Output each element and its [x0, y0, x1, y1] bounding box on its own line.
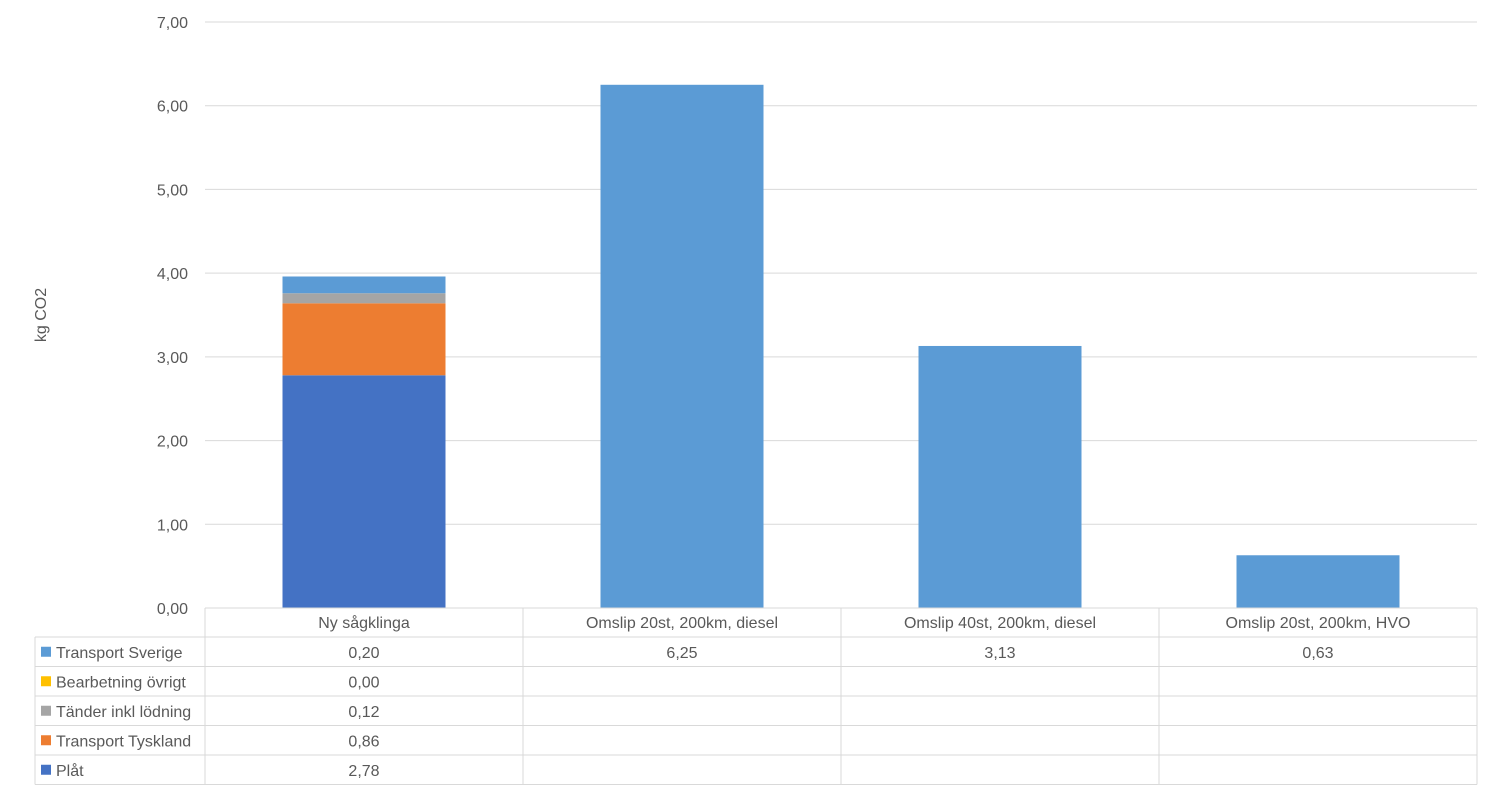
y-tick-label: 0,00 — [157, 601, 188, 618]
y-axis-title: kg CO2 — [33, 288, 50, 342]
data-label: 0,00 — [348, 674, 379, 691]
category-label: Omslip 20st, 200km, diesel — [586, 615, 778, 632]
data-label: 0,86 — [348, 733, 379, 750]
y-tick-label: 3,00 — [157, 350, 188, 367]
data-label: 6,25 — [666, 645, 697, 662]
legend-swatch — [41, 705, 51, 716]
y-tick-label: 6,00 — [157, 99, 188, 116]
bar-segment — [282, 293, 446, 304]
bar-segment — [282, 276, 446, 294]
category-label: Omslip 20st, 200km, HVO — [1226, 615, 1411, 632]
data-label: 3,13 — [984, 645, 1015, 662]
bars — [282, 84, 1400, 609]
bar-segment — [918, 345, 1082, 608]
data-label: 0,20 — [348, 645, 379, 662]
category-label: Ny sågklinga — [318, 614, 410, 632]
legend-swatch — [41, 764, 51, 775]
legend-label: Plåt — [56, 762, 84, 780]
legend-label: Transport Sverige — [56, 645, 183, 662]
y-tick-label: 4,00 — [157, 266, 188, 283]
legend-swatch — [41, 735, 51, 746]
legend-swatch — [41, 676, 51, 687]
data-label: 2,78 — [348, 763, 379, 780]
y-tick-label: 5,00 — [157, 182, 188, 199]
bar-segment — [600, 84, 764, 609]
bar-segment — [282, 303, 446, 376]
y-tick-labels: 0,00 1,00 2,00 3,00 4,00 5,00 6,00 7,00 — [157, 15, 188, 618]
legend-label: Transport Tyskland — [56, 733, 191, 750]
legend-label: Bearbetning övrigt — [56, 674, 186, 691]
data-table: Ny sågklinga Omslip 20st, 200km, diesel Om… — [34, 607, 1478, 785]
y-tick-label: 7,00 — [157, 15, 188, 32]
data-label: 0,12 — [348, 704, 379, 721]
y-tick-label: 1,00 — [157, 517, 188, 534]
legend-swatch — [41, 646, 51, 657]
bar-segment — [282, 375, 446, 608]
data-label: 0,63 — [1302, 645, 1333, 662]
legend-label: Tänder inkl lödning — [56, 704, 191, 721]
y-tick-label: 2,00 — [157, 434, 188, 451]
category-label: Omslip 40st, 200km, diesel — [904, 615, 1096, 632]
bar-segment — [1236, 555, 1400, 608]
